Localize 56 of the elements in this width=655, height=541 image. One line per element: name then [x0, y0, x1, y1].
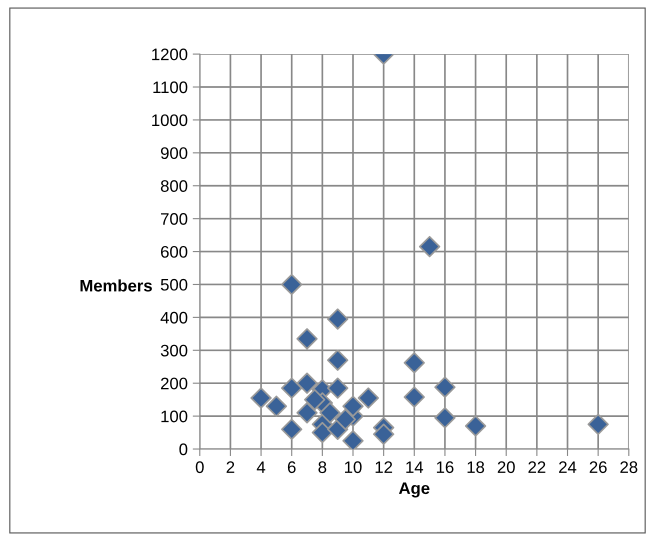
x-tick-label: 16 — [436, 461, 454, 474]
point — [404, 352, 425, 374]
x-tick-label: 12 — [376, 461, 392, 473]
point — [281, 274, 302, 296]
point — [327, 350, 348, 371]
point — [342, 430, 364, 450]
point — [358, 387, 379, 409]
point — [312, 422, 334, 444]
point — [372, 424, 394, 445]
x-tick-label: 14 — [406, 461, 424, 473]
y-tick-label: 1000 — [152, 114, 188, 126]
y-tick-label: 200 — [161, 378, 188, 390]
y-tick-label: 800 — [160, 180, 188, 192]
y-tick-label: 400 — [160, 312, 188, 324]
x-tick-label: 10 — [345, 461, 362, 474]
y-tick-label: 500 — [160, 278, 188, 291]
point — [266, 396, 288, 417]
point — [327, 377, 348, 399]
point — [334, 408, 356, 430]
y-tick-label: 100 — [161, 410, 188, 422]
point — [434, 376, 456, 398]
x-tick-label: 20 — [498, 461, 515, 474]
y-tick-label: 900 — [160, 147, 188, 160]
x-tick-label: 26 — [590, 461, 607, 474]
point — [250, 387, 272, 409]
x-tick-label: 24 — [559, 461, 576, 473]
y-tick-label: 300 — [160, 344, 188, 356]
x-tick-label: 0 — [196, 461, 204, 474]
x-tick-label: 22 — [528, 461, 546, 473]
x-tick-label: 8 — [318, 461, 326, 474]
point — [327, 308, 348, 330]
x-tick-label: 4 — [256, 461, 266, 473]
point — [342, 396, 364, 417]
x-tick-label: 2 — [226, 461, 234, 473]
point — [296, 402, 318, 424]
point — [281, 418, 302, 440]
point — [281, 377, 302, 399]
y-tick-label: 1100 — [153, 81, 188, 94]
x-axis-title: Age — [398, 482, 430, 498]
y-tick-label: 1200 — [152, 48, 188, 60]
point — [304, 389, 326, 410]
point — [319, 402, 341, 424]
point — [418, 236, 440, 258]
y-tick-label: 600 — [161, 246, 188, 258]
point — [296, 328, 318, 350]
point — [296, 372, 318, 394]
point — [434, 407, 456, 428]
x-tick-label: 28 — [620, 461, 638, 474]
y-axis-title: Members — [80, 279, 152, 292]
y-tick-label: 0 — [179, 443, 188, 456]
y-tick-label: 700 — [161, 213, 188, 225]
x-tick-label: 18 — [468, 461, 484, 474]
x-tick-label: 6 — [288, 461, 296, 474]
point — [588, 414, 609, 436]
point — [404, 386, 425, 408]
point — [464, 415, 486, 437]
